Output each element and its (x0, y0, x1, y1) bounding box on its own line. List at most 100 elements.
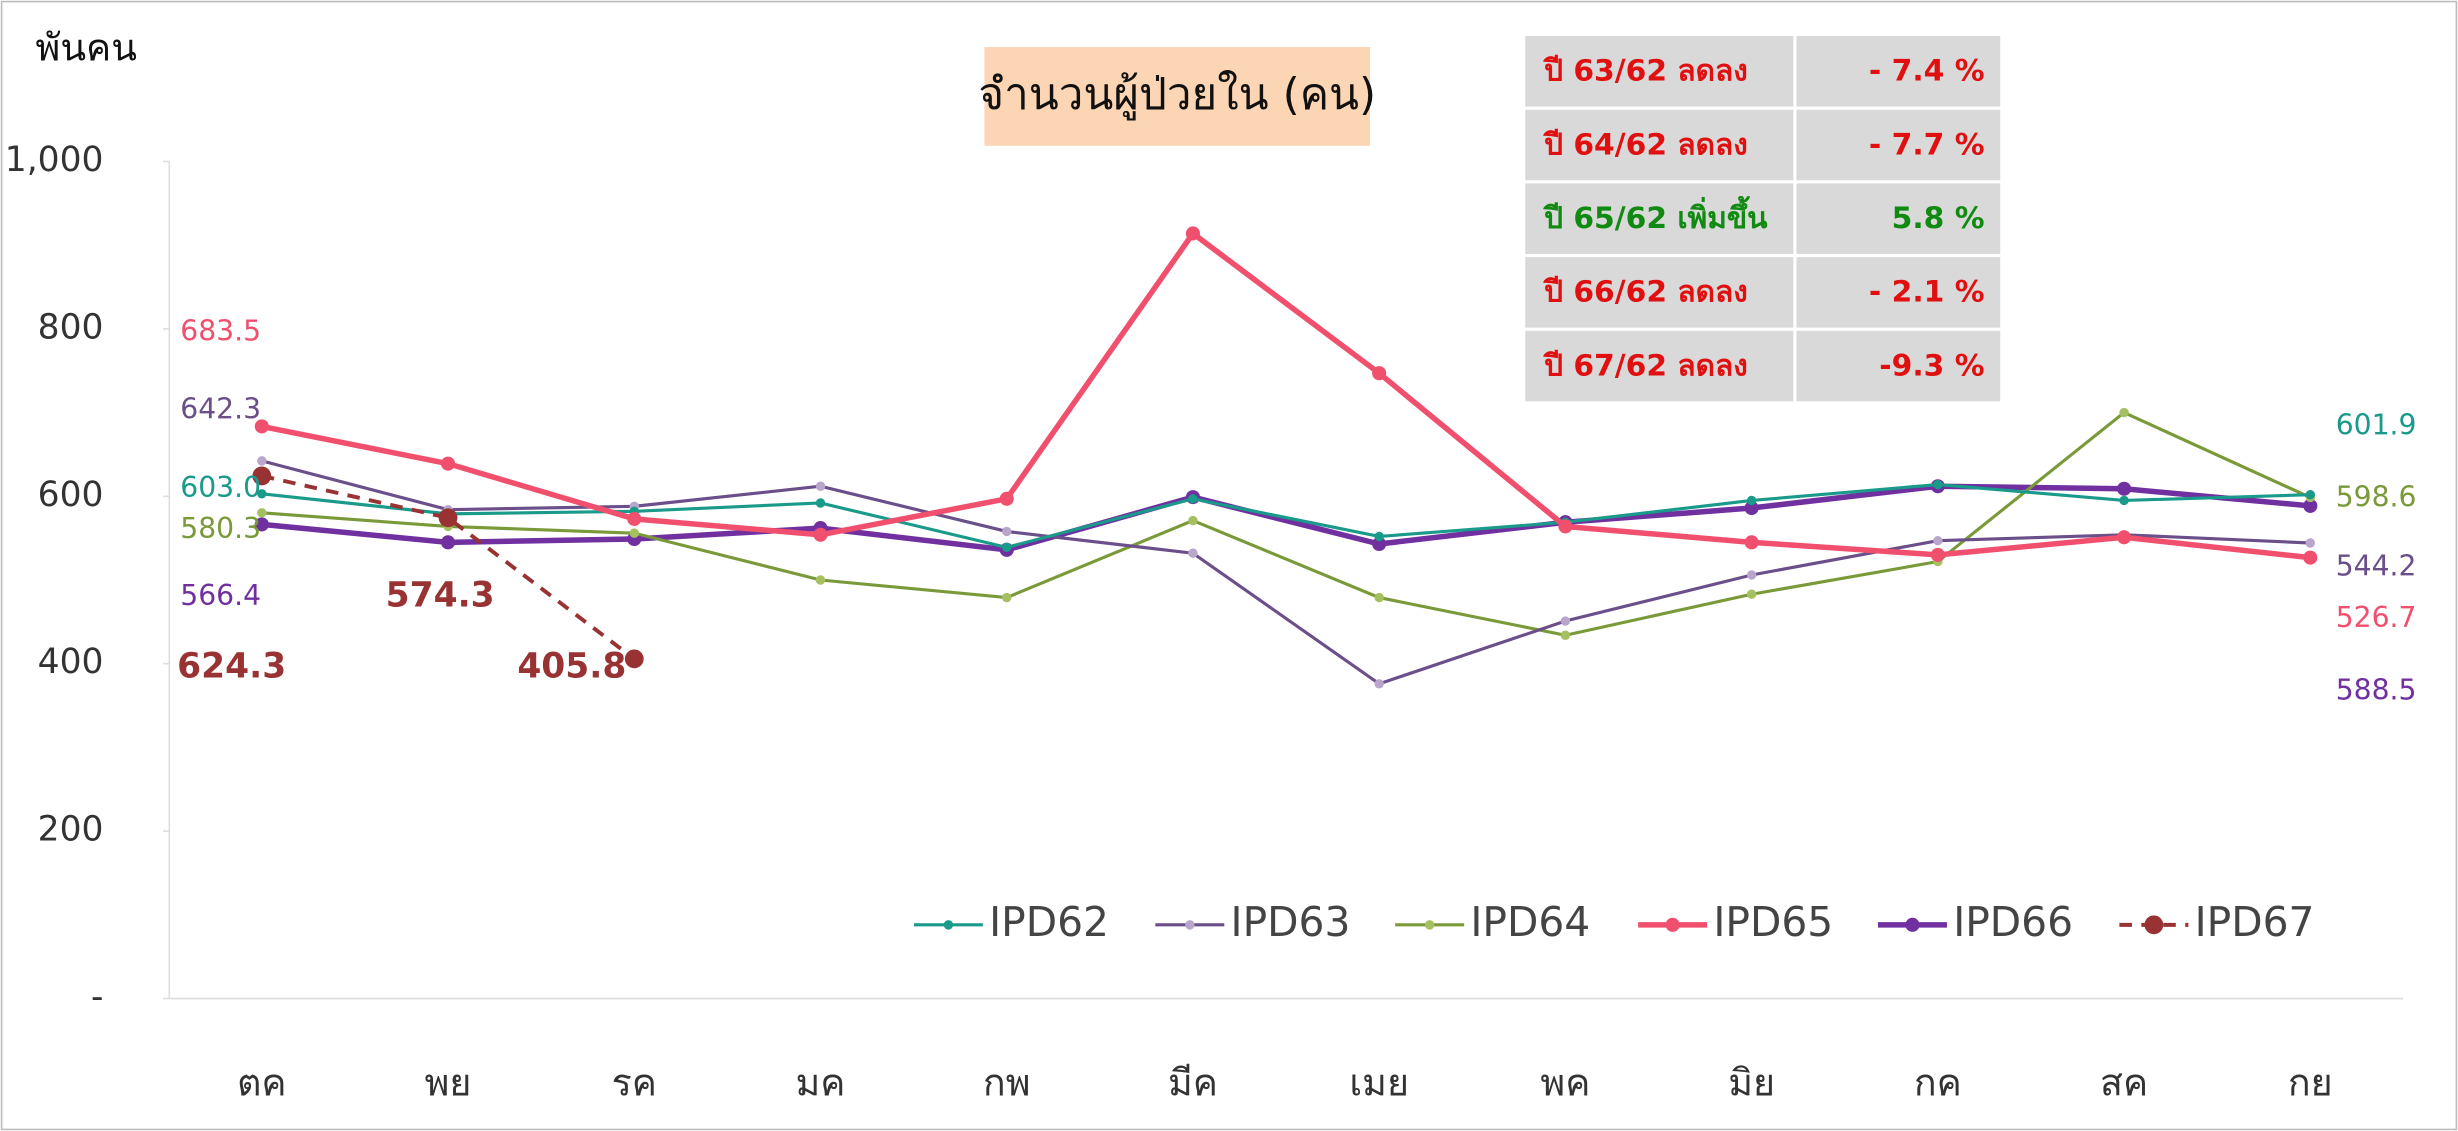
data-point (2305, 489, 2316, 500)
data-point (1185, 226, 1200, 241)
data-point (440, 456, 456, 471)
table-cell (1796, 36, 2001, 107)
table-cell (1796, 183, 2001, 254)
data-point (813, 527, 828, 542)
x-tick-label: พย (425, 1060, 472, 1104)
data-label: 598.6 (2336, 480, 2417, 513)
x-tick-label: เมย (1349, 1060, 1409, 1104)
data-point (624, 649, 644, 669)
table-row-label: ปี 63/62 ลดลง (1542, 54, 1748, 89)
series-line (261, 229, 2311, 561)
data-point (1372, 536, 1387, 552)
x-tick-label: พค (1540, 1060, 1590, 1104)
data-label: 588.5 (2336, 673, 2417, 706)
data-point (627, 511, 642, 526)
legend-label: IPD67 (2195, 898, 2315, 946)
table-cell (1525, 257, 1794, 328)
data-point (629, 528, 639, 538)
legend-label: IPD62 (989, 898, 1109, 946)
data-point (254, 419, 269, 434)
data-point (1560, 616, 1571, 626)
data-point (815, 481, 826, 491)
data-point (257, 508, 267, 518)
x-tick-label: สค (2100, 1060, 2148, 1104)
legend-marker (1905, 917, 1920, 932)
legend-label: IPD64 (1470, 898, 1590, 946)
data-label: 624.3 (177, 646, 286, 686)
data-point (1374, 592, 1384, 603)
y-tick-label: 800 (38, 307, 104, 347)
legend-marker (943, 920, 954, 930)
x-tick-label: กพ (983, 1060, 1031, 1104)
data-point (1933, 479, 1943, 490)
data-point (1744, 500, 1759, 516)
data-point (1933, 535, 1943, 546)
table-cell (1525, 183, 1794, 254)
data-point (1374, 531, 1384, 542)
y-tick-label: 200 (38, 810, 104, 850)
title-box (984, 47, 1371, 146)
legend-marker (2144, 915, 2164, 935)
x-tick-label: มีค (1168, 1060, 1218, 1104)
table-row-value: - 2.1 % (1869, 275, 1985, 310)
data-label: 574.3 (386, 576, 495, 616)
x-tick-label: รค (612, 1060, 657, 1104)
x-tick-label: มิย (1728, 1060, 1775, 1104)
chart-title: จำนวนผู้ป่วยใน (คน) (978, 69, 1376, 121)
table-cell (1796, 330, 2001, 402)
data-point (254, 517, 269, 532)
table-row-label: ปี 66/62 ลดลง (1542, 275, 1748, 310)
data-point (2303, 498, 2318, 513)
y-tick-label: - (91, 977, 103, 1017)
data-label: 526.7 (2336, 601, 2417, 634)
y-tick-label: 1,000 (5, 140, 104, 180)
data-point (1002, 542, 1012, 553)
data-point (1746, 589, 1757, 599)
data-point (1372, 366, 1387, 381)
data-point (1930, 547, 1945, 562)
data-point (1374, 679, 1384, 689)
table-cell (1796, 109, 2001, 181)
data-point (1558, 519, 1573, 534)
data-point (1002, 592, 1012, 603)
data-point (1744, 535, 1759, 550)
y-axis-label: พันคน (36, 26, 137, 70)
table-row-value: 5.8 % (1892, 201, 1985, 236)
data-point (2117, 530, 2132, 545)
legend-label: IPD63 (1231, 898, 1351, 946)
data-point (257, 456, 267, 466)
table-row-value: -9.3 % (1879, 348, 1984, 383)
legend-label: IPD65 (1713, 898, 1833, 946)
y-tick-label: 600 (38, 475, 104, 515)
data-point (2119, 495, 2129, 506)
data-label: 642.3 (180, 393, 261, 426)
data-label: 601.9 (2336, 408, 2417, 441)
legend-marker (1424, 920, 1435, 930)
data-point (2305, 538, 2316, 548)
data-point (1002, 526, 1012, 537)
data-point (2303, 550, 2318, 565)
data-point (440, 535, 456, 550)
table-cell (1525, 330, 1794, 402)
data-label: 544.2 (2336, 549, 2417, 582)
data-point (257, 489, 267, 499)
table-row-value: - 7.7 % (1869, 127, 1985, 162)
table-row-label: ปี 64/62 ลดลง (1542, 127, 1748, 162)
data-point (2119, 407, 2129, 418)
table-row-value: - 7.4 % (1869, 54, 1985, 89)
data-label: 405.8 (517, 646, 626, 686)
legend-marker (1185, 920, 1195, 930)
data-point (1188, 515, 1198, 526)
data-label: 580.3 (180, 512, 261, 545)
table-cell (1525, 36, 1794, 107)
table-cell (1796, 257, 2001, 328)
data-point (815, 498, 826, 508)
x-tick-label: มค (796, 1060, 846, 1104)
data-point (815, 575, 826, 585)
data-label: 566.4 (180, 579, 261, 612)
y-tick-label: 400 (38, 642, 104, 682)
table-row-label: ปี 67/62 ลดลง (1542, 348, 1748, 383)
